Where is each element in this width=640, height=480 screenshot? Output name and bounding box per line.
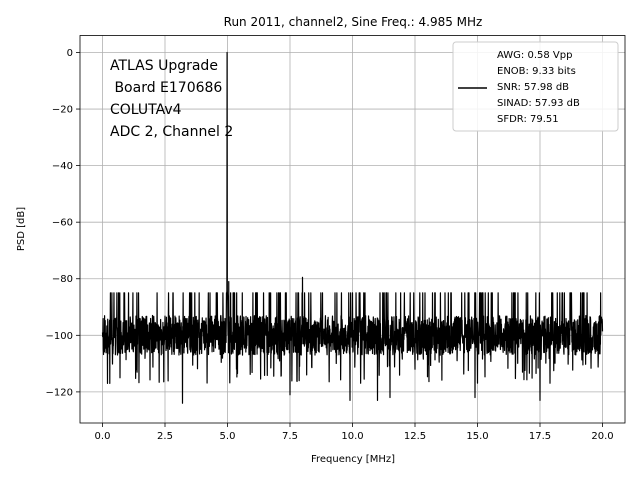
y-tick-label: −100 bbox=[46, 331, 73, 342]
y-axis-label: PSD [dB] bbox=[16, 207, 27, 251]
legend-entry-snr: SNR: 57.98 dB bbox=[497, 82, 569, 93]
legend-entry-enob: ENOB: 9.33 bits bbox=[497, 66, 576, 77]
legend-entry-sinad: SINAD: 57.93 dB bbox=[497, 98, 580, 109]
y-tick-label: −60 bbox=[52, 218, 73, 229]
series-layer bbox=[101, 51, 604, 404]
y-tick-label: −20 bbox=[52, 105, 73, 116]
legend-entry-sfdr: SFDR: 79.51 bbox=[497, 114, 559, 125]
legend-box bbox=[452, 41, 619, 132]
axis-ticks: 0.0 2.5 5.0 7.5 10.0 12.5 15.0 17.5 20.0 0 −20 −40 −… bbox=[46, 48, 614, 442]
chart-title: Run 2011, channel2, Sine Freq.: 4.985 MH… bbox=[224, 15, 483, 29]
annotation-line-2: Board E170686 bbox=[110, 80, 222, 96]
y-tick-label: −120 bbox=[46, 387, 73, 398]
x-tick-label: 7.5 bbox=[282, 431, 298, 442]
y-tick-label: 0 bbox=[67, 48, 73, 59]
legend: AWG: 0.58 Vpp ENOB: 9.33 bits SNR: 57.98… bbox=[452, 41, 619, 132]
y-tick-label: −80 bbox=[52, 274, 73, 285]
x-tick-label: 0.0 bbox=[95, 431, 111, 442]
legend-entry-awg: AWG: 0.58 Vpp bbox=[497, 50, 572, 61]
psd-series-line bbox=[101, 51, 604, 404]
annotation-line-1: ATLAS Upgrade bbox=[110, 58, 218, 74]
x-tick-label: 17.5 bbox=[529, 431, 551, 442]
y-tick-label: −40 bbox=[52, 161, 73, 172]
x-tick-label: 10.0 bbox=[341, 431, 363, 442]
x-tick-label: 5.0 bbox=[220, 431, 236, 442]
board-annotation: ATLAS Upgrade Board E170686 COLUTAv4 ADC… bbox=[110, 58, 233, 140]
annotation-line-3: COLUTAv4 bbox=[110, 102, 182, 118]
x-tick-label: 2.5 bbox=[157, 431, 173, 442]
x-axis-label: Frequency [MHz] bbox=[311, 454, 395, 465]
x-tick-label: 20.0 bbox=[591, 431, 613, 442]
annotation-line-4: ADC 2, Channel 2 bbox=[110, 124, 233, 140]
x-tick-label: 15.0 bbox=[466, 431, 488, 442]
x-tick-label: 12.5 bbox=[404, 431, 426, 442]
